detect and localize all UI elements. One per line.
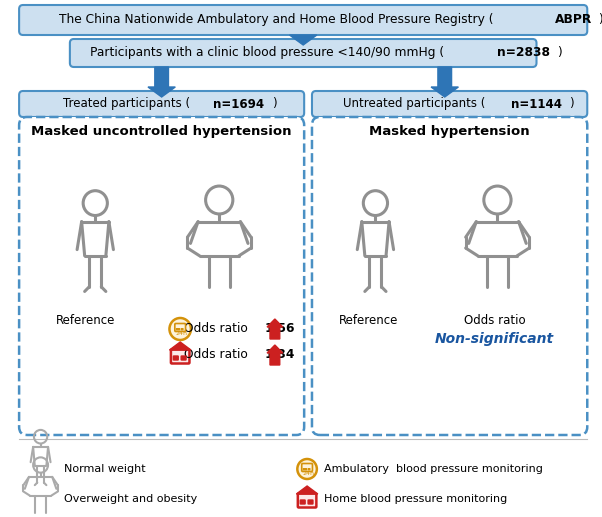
Text: Ambulatory  blood pressure monitoring: Ambulatory blood pressure monitoring [324,464,542,474]
Text: Masked uncontrolled hypertension: Masked uncontrolled hypertension [31,126,292,139]
Text: 24h: 24h [175,331,187,336]
Text: 1.56: 1.56 [264,323,295,336]
FancyBboxPatch shape [181,356,186,360]
Polygon shape [267,345,283,365]
Text: Odds ratio: Odds ratio [184,323,252,336]
Polygon shape [290,35,317,45]
Text: n=1694: n=1694 [213,98,264,111]
Text: n=1144: n=1144 [511,98,562,111]
Text: ): ) [557,47,562,59]
Circle shape [169,318,191,340]
Text: 24h: 24h [302,471,314,476]
FancyBboxPatch shape [173,356,178,360]
Polygon shape [169,342,191,350]
Text: Reference: Reference [339,314,399,327]
Text: ): ) [569,98,574,111]
FancyBboxPatch shape [70,39,536,67]
Text: Treated participants (: Treated participants ( [63,98,190,111]
Text: ): ) [272,98,276,111]
Text: Overweight and obesity: Overweight and obesity [64,494,197,504]
FancyBboxPatch shape [181,328,184,330]
Circle shape [297,459,317,479]
FancyBboxPatch shape [312,91,588,117]
Text: The China Nationwide Ambulatory and Home Blood Pressure Registry (: The China Nationwide Ambulatory and Home… [60,13,494,26]
Text: n=2838: n=2838 [497,47,550,59]
Text: ): ) [598,13,602,26]
Text: Odds ratio: Odds ratio [464,314,526,327]
Text: Participants with a clinic blood pressure <140/90 mmHg (: Participants with a clinic blood pressur… [90,47,444,59]
Text: ABPR: ABPR [555,13,592,26]
FancyBboxPatch shape [176,328,180,330]
Text: Normal weight: Normal weight [64,464,146,474]
Text: Masked hypertension: Masked hypertension [369,126,530,139]
FancyBboxPatch shape [175,324,185,331]
Text: Odds ratio: Odds ratio [184,348,252,361]
Polygon shape [431,67,458,97]
Text: Untreated participants (: Untreated participants ( [343,98,486,111]
Text: Non-significant: Non-significant [435,332,554,346]
Polygon shape [267,319,283,339]
FancyBboxPatch shape [298,494,317,508]
FancyBboxPatch shape [303,468,307,470]
FancyBboxPatch shape [19,117,304,435]
FancyBboxPatch shape [308,468,311,470]
FancyBboxPatch shape [302,464,312,472]
Polygon shape [296,486,318,494]
Text: Reference: Reference [56,314,115,327]
FancyBboxPatch shape [300,500,305,504]
Polygon shape [148,67,175,97]
FancyBboxPatch shape [19,91,304,117]
Text: Home blood pressure monitoring: Home blood pressure monitoring [324,494,507,504]
Text: 1.34: 1.34 [264,348,294,361]
FancyBboxPatch shape [312,117,588,435]
FancyBboxPatch shape [171,349,190,363]
FancyBboxPatch shape [308,500,313,504]
FancyBboxPatch shape [19,5,588,35]
